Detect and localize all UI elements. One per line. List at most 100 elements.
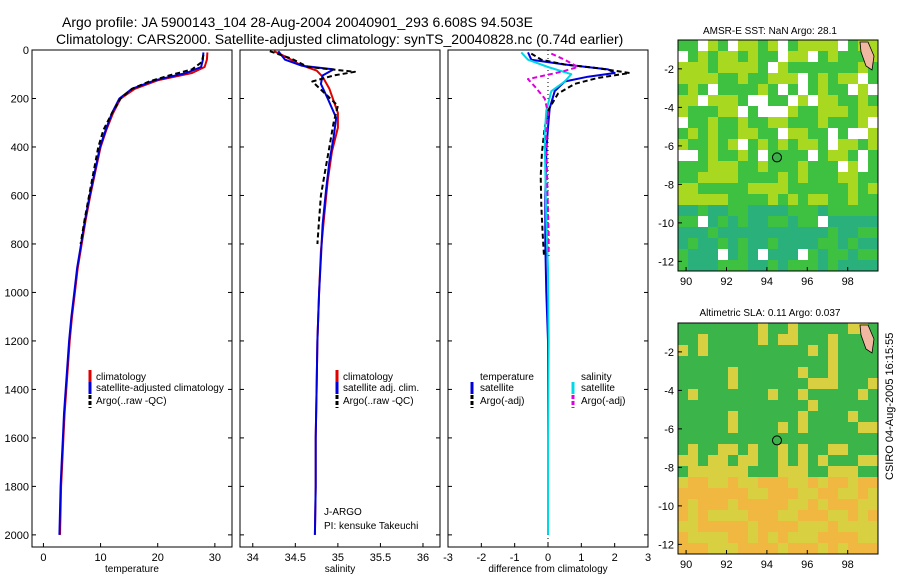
- sla-map-cell: [748, 477, 758, 488]
- sla-map-cell: [798, 378, 808, 389]
- sst-map-cell: [818, 128, 828, 139]
- sla-map-cell: [858, 433, 868, 444]
- temperature-ytick-label: 1400: [5, 384, 29, 396]
- sla-map-cell: [698, 466, 708, 477]
- sla-map-cell: [838, 510, 848, 521]
- legend-label-sal-argo: Argo(-adj): [581, 396, 625, 407]
- sst-map-cell: [838, 139, 848, 150]
- legend-label-climatology: climatology: [96, 372, 146, 383]
- difference-xtick-label: 2: [612, 552, 618, 564]
- sla-map-ytick-label: -8: [664, 462, 674, 474]
- sst-map-cell: [758, 249, 768, 260]
- sla-map-cell: [698, 389, 708, 400]
- sla-map-cell: [868, 422, 878, 433]
- sla-map-cell: [828, 488, 838, 499]
- sst-map-cell: [708, 139, 718, 150]
- sst-map-cell: [848, 205, 858, 216]
- sla-map-cell: [748, 466, 758, 477]
- temperature-xlabel: temperature: [105, 564, 159, 575]
- sla-map-cell: [838, 356, 848, 367]
- sst-map-cell: [748, 150, 758, 161]
- sst-map-cell: [678, 106, 688, 117]
- sst-map-cell: [748, 227, 758, 238]
- sla-map-cell: [838, 345, 848, 356]
- sla-map-cell: [848, 411, 858, 422]
- temperature-ytick-label: 1000: [5, 287, 29, 299]
- sla-map-cell: [678, 389, 688, 400]
- sla-map-cell: [798, 367, 808, 378]
- sst-map-cell: [788, 249, 798, 260]
- sla-map-cell: [778, 422, 788, 433]
- sst-map-xtick-label: 90: [680, 276, 692, 288]
- temperature-panel: 0 10 20 30 0 200 400 600 800 1000 1200 1400 1600 1800…: [5, 45, 233, 575]
- sst-map-cell: [848, 216, 858, 227]
- sst-map-cell: [828, 183, 838, 194]
- sla-map-cell: [678, 444, 688, 455]
- sla-map-cell: [748, 510, 758, 521]
- sla-map-cell: [758, 378, 768, 389]
- sst-map-cell: [788, 161, 798, 172]
- sla-map-cell: [838, 521, 848, 532]
- sla-map-cell: [748, 543, 758, 554]
- sla-map-cell: [728, 477, 738, 488]
- sst-map-cell: [828, 51, 838, 62]
- sst-map-cell: [798, 51, 808, 62]
- sla-map-cell: [808, 444, 818, 455]
- sst-map-cell: [838, 172, 848, 183]
- sst-map-cell: [768, 260, 778, 271]
- sla-map-cell: [808, 477, 818, 488]
- sst-map-cell: [758, 216, 768, 227]
- sst-map-cell: [708, 51, 718, 62]
- legend-label-temp-satellite: satellite: [480, 383, 514, 394]
- sst-map-cell: [808, 106, 818, 117]
- sla-map-cell: [688, 532, 698, 543]
- difference-xtick-label: -1: [510, 552, 520, 564]
- sla-map-cell: [758, 334, 768, 345]
- sla-map-cell: [808, 433, 818, 444]
- sla-map-cell: [738, 477, 748, 488]
- sst-map-cell: [748, 161, 758, 172]
- sst-map-cell: [848, 73, 858, 84]
- sla-map-cell: [688, 521, 698, 532]
- sla-map-cell: [808, 345, 818, 356]
- sst-map-cell: [688, 227, 698, 238]
- sst-map-cell: [828, 238, 838, 249]
- sst-map-cell: [738, 183, 748, 194]
- sla-map-cell: [688, 345, 698, 356]
- sst-map-cell: [828, 172, 838, 183]
- sst-map-cell: [708, 161, 718, 172]
- sst-map-cell: [678, 172, 688, 183]
- sst-map-cell: [728, 40, 738, 51]
- sst-map-cell: [828, 216, 838, 227]
- sst-map-cell: [818, 95, 828, 106]
- sla-map-cell: [688, 455, 698, 466]
- sst-map-xtick-label: 98: [842, 276, 854, 288]
- sla-map-cell: [818, 444, 828, 455]
- sst-map-cell: [698, 260, 708, 271]
- sst-map-cell: [688, 260, 698, 271]
- sla-map-cell: [858, 356, 868, 367]
- sst-map-cell: [798, 238, 808, 249]
- salinity-xtick-label: 36: [417, 552, 429, 564]
- sla-map-cell: [688, 378, 698, 389]
- sst-map-cell: [788, 73, 798, 84]
- sst-map-cell: [748, 139, 758, 150]
- sla-map-cell: [738, 323, 748, 334]
- sst-map-cell: [828, 249, 838, 260]
- sla-map-cell: [718, 532, 728, 543]
- sla-map-cell: [718, 543, 728, 554]
- temperature-ytick-label: 400: [11, 142, 29, 154]
- sst-map-cell: [678, 227, 688, 238]
- difference-series-temperature-argo-adj-: [530, 52, 631, 257]
- sst-map-cell: [718, 260, 728, 271]
- sla-map-cell: [848, 367, 858, 378]
- sst-map-cell: [748, 238, 758, 249]
- sst-map-cell: [838, 62, 848, 73]
- sla-map-xtick-label: 96: [801, 559, 813, 571]
- sst-map-cell: [738, 161, 748, 172]
- sla-map-cell: [788, 510, 798, 521]
- sst-map-cell: [788, 117, 798, 128]
- sla-map-cell: [748, 433, 758, 444]
- sst-map-cell: [778, 205, 788, 216]
- sst-map-cell: [698, 216, 708, 227]
